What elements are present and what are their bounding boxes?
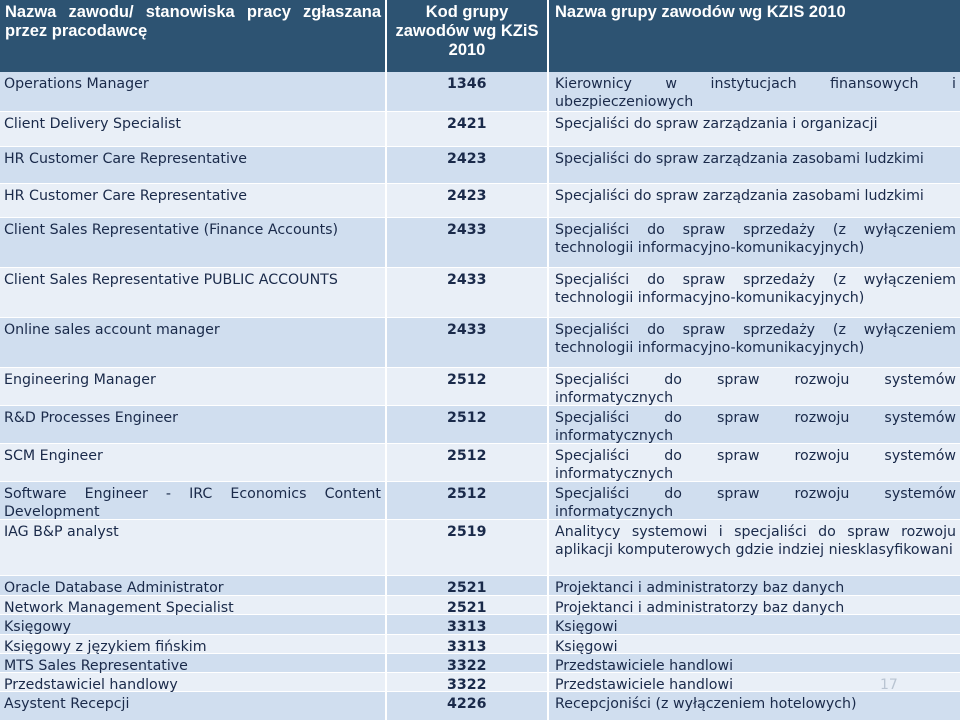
page-number: 17 bbox=[880, 677, 898, 693]
cell-group-name: Specjaliści do spraw sprzedaży (z wyłącz… bbox=[549, 318, 960, 367]
cell-group-code: 2512 bbox=[387, 406, 547, 443]
cell-group-code: 2512 bbox=[387, 482, 547, 519]
cell-group-code: 4226 bbox=[387, 692, 547, 720]
table-row: Księgowy z językiem fińskim 3313 Księgowi bbox=[0, 635, 960, 655]
cell-group-name: Specjaliści do spraw rozwoju systemów in… bbox=[549, 406, 960, 444]
cell-group-name: Specjaliści do spraw rozwoju systemów in… bbox=[549, 444, 960, 482]
cell-occupation-name: Operations Manager bbox=[0, 72, 385, 111]
cell-occupation-name: Przedstawiciel handlowy bbox=[0, 673, 385, 693]
table-row: Client Sales Representative (Finance Acc… bbox=[0, 218, 960, 267]
table-row: SCM Engineer 2512 Specjaliści do spraw roz… bbox=[0, 444, 960, 482]
cell-group-code: 2521 bbox=[387, 576, 547, 596]
table-row: Client Sales Representative PUBLIC ACCOU… bbox=[0, 268, 960, 317]
cell-group-code: 3313 bbox=[387, 635, 547, 655]
cell-group-code: 2433 bbox=[387, 318, 547, 367]
table-row: R&D Processes Engineer 2512 Specjaliści do… bbox=[0, 406, 960, 444]
table-row: Client Delivery Specialist 2421 Specjaliśc… bbox=[0, 112, 960, 146]
cell-occupation-name: MTS Sales Representative bbox=[0, 654, 385, 674]
cell-occupation-name: IAG B&P analyst bbox=[0, 520, 385, 575]
cell-group-code: 2512 bbox=[387, 444, 547, 481]
cell-group-code: 3322 bbox=[387, 673, 547, 693]
cell-group-name: Przedstawiciele handlowi bbox=[549, 673, 960, 693]
cell-occupation-name: Engineering Manager bbox=[0, 368, 385, 405]
cell-group-name: Przedstawiciele handlowi bbox=[549, 654, 960, 674]
cell-occupation-name: HR Customer Care Representative bbox=[0, 184, 385, 217]
cell-group-name: Kierownicy w instytucjach finansowych i … bbox=[549, 72, 960, 111]
cell-group-code: 2433 bbox=[387, 218, 547, 267]
table-row: Przedstawiciel handlowy 3322 Przedstawicie… bbox=[0, 673, 960, 693]
cell-group-name: Specjaliści do spraw zarządzania i organ… bbox=[549, 112, 960, 146]
cell-group-name: Specjaliści do spraw rozwoju systemów in… bbox=[549, 368, 960, 406]
cell-occupation-name: Księgowy z językiem fińskim bbox=[0, 635, 385, 655]
cell-group-name: Analitycy systemowi i specjaliści do spr… bbox=[549, 520, 960, 575]
cell-occupation-name: Asystent Recepcji bbox=[0, 692, 385, 720]
cell-group-code: 2512 bbox=[387, 368, 547, 405]
cell-group-code: 2423 bbox=[387, 184, 547, 217]
cell-group-name: Projektanci i administratorzy baz danych bbox=[549, 596, 960, 616]
cell-occupation-name: Client Sales Representative (Finance Acc… bbox=[0, 218, 385, 267]
cell-group-code: 2423 bbox=[387, 147, 547, 183]
table-row: Software Engineer - IRC Economics Conten… bbox=[0, 482, 960, 520]
cell-occupation-name: Client Sales Representative PUBLIC ACCOU… bbox=[0, 268, 385, 317]
cell-group-code: 2521 bbox=[387, 596, 547, 616]
cell-occupation-name: Oracle Database Administrator bbox=[0, 576, 385, 596]
cell-group-name: Recepcjoniści (z wyłączeniem hotelowych) bbox=[549, 692, 960, 720]
table-row: Network Management Specialist 2521 Projekt… bbox=[0, 596, 960, 616]
table-row: Oracle Database Administrator 2521 Projekt… bbox=[0, 576, 960, 596]
table-row: Operations Manager 1346 Kierownicy w insty… bbox=[0, 72, 960, 111]
cell-occupation-name: HR Customer Care Representative bbox=[0, 147, 385, 183]
cell-group-code: 2421 bbox=[387, 112, 547, 146]
table-row: Engineering Manager 2512 Specjaliści do sp… bbox=[0, 368, 960, 406]
cell-group-code: 1346 bbox=[387, 72, 547, 111]
cell-occupation-name: Client Delivery Specialist bbox=[0, 112, 385, 146]
header-occupation-name: Nazwa zawodu/ stanowiska pracy zgłaszana… bbox=[0, 0, 385, 72]
cell-group-name: Specjaliści do spraw zarządzania zasobam… bbox=[549, 184, 960, 217]
table-row: IAG B&P analyst 2519 Analitycy systemowi i… bbox=[0, 520, 960, 575]
table-row: HR Customer Care Representative 2423 Specj… bbox=[0, 147, 960, 183]
cell-group-code: 3313 bbox=[387, 615, 547, 635]
cell-group-name: Specjaliści do spraw rozwoju systemów in… bbox=[549, 482, 960, 520]
cell-group-name: Specjaliści do spraw zarządzania zasobam… bbox=[549, 147, 960, 183]
cell-group-name: Specjaliści do spraw sprzedaży (z wyłącz… bbox=[549, 218, 960, 267]
cell-group-code: 2519 bbox=[387, 520, 547, 575]
table-row: Asystent Recepcji 4226 Recepcjoniści (z wy… bbox=[0, 692, 960, 720]
cell-occupation-name: R&D Processes Engineer bbox=[0, 406, 385, 443]
cell-group-code: 3322 bbox=[387, 654, 547, 674]
cell-group-name: Specjaliści do spraw sprzedaży (z wyłącz… bbox=[549, 268, 960, 317]
table-row: Online sales account manager 2433 Specjali… bbox=[0, 318, 960, 367]
cell-occupation-name: Software Engineer - IRC Economics Conten… bbox=[0, 482, 385, 520]
cell-group-name: Projektanci i administratorzy baz danych bbox=[549, 576, 960, 596]
header-group-name: Nazwa grupy zawodów wg KZIS 2010 bbox=[549, 0, 960, 72]
cell-occupation-name: SCM Engineer bbox=[0, 444, 385, 481]
cell-group-name: Księgowi bbox=[549, 635, 960, 655]
cell-group-name: Księgowi bbox=[549, 615, 960, 635]
cell-occupation-name: Księgowy bbox=[0, 615, 385, 635]
cell-occupation-name: Network Management Specialist bbox=[0, 596, 385, 616]
header-group-code: Kod grupy zawodów wg KZiS 2010 bbox=[387, 0, 547, 72]
table-row: HR Customer Care Representative 2423 Specj… bbox=[0, 184, 960, 217]
table-row: MTS Sales Representative 3322 Przedstawici… bbox=[0, 654, 960, 674]
cell-occupation-name: Online sales account manager bbox=[0, 318, 385, 367]
table-row: Księgowy 3313 Księgowi bbox=[0, 615, 960, 635]
cell-group-code: 2433 bbox=[387, 268, 547, 317]
